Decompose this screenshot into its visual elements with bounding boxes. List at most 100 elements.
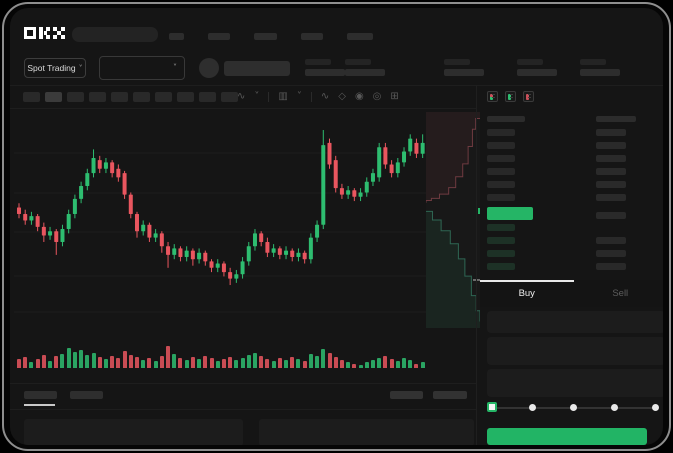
ask-price-placeholder[interactable]	[487, 168, 515, 175]
book-sell-icon[interactable]	[523, 91, 534, 102]
fullscreen-icon[interactable]: ⊞	[390, 91, 399, 102]
bid-price-placeholder[interactable]	[487, 224, 515, 231]
timeframe-tab[interactable]	[133, 92, 150, 102]
pair-selector-dropdown[interactable]: ˅	[99, 56, 185, 80]
slider-stop[interactable]	[610, 404, 618, 411]
timeframe-tab[interactable]	[177, 92, 194, 102]
bid-size-placeholder[interactable]	[596, 263, 626, 270]
stat-label-placeholder	[580, 59, 606, 65]
volume-bar	[215, 361, 220, 368]
timeframe-tab[interactable]	[89, 92, 106, 102]
ask-size-placeholder[interactable]	[596, 142, 626, 149]
order-price-field[interactable]	[487, 311, 663, 333]
divider	[10, 108, 476, 109]
stat-value-placeholder	[580, 69, 620, 76]
volume-bar	[35, 359, 40, 368]
order-total-field[interactable]	[487, 369, 663, 397]
ask-price-placeholder[interactable]	[487, 155, 515, 162]
settings-icon[interactable]: ◎	[372, 91, 382, 102]
buy-submit-button[interactable]	[487, 428, 647, 445]
bid-price-placeholder[interactable]	[487, 263, 515, 270]
orders-tab[interactable]	[24, 391, 57, 399]
volume-bar	[352, 364, 357, 368]
book-buy-icon[interactable]	[505, 91, 516, 102]
market-type-selector[interactable]: Spot Trading ˅	[24, 58, 86, 78]
bid-size-placeholder[interactable]	[596, 237, 626, 244]
timeframe-tab[interactable]	[111, 92, 128, 102]
ask-price-placeholder[interactable]	[487, 181, 515, 188]
tab-sell[interactable]: Sell	[612, 288, 629, 299]
slider-handle[interactable]	[487, 402, 497, 412]
volume-bar	[321, 349, 326, 368]
stat-label-placeholder	[305, 59, 331, 65]
ask-size-placeholder[interactable]	[596, 194, 626, 201]
volume-bar	[72, 352, 77, 368]
camera-icon[interactable]: ◉	[354, 91, 364, 102]
ask-size-placeholder[interactable]	[596, 129, 626, 136]
nav-item[interactable]	[208, 33, 230, 40]
view-mark	[526, 94, 529, 100]
nav-item[interactable]	[254, 33, 277, 40]
slider-stop[interactable]	[570, 404, 577, 411]
slider-stop[interactable]	[529, 404, 537, 411]
ask-size-placeholder[interactable]	[596, 168, 626, 175]
ticker-stat	[444, 59, 484, 76]
volume-bar	[420, 362, 425, 368]
tab-buy[interactable]: Buy	[480, 280, 574, 307]
volume-bar	[339, 360, 344, 368]
ticker-stat	[517, 59, 557, 76]
chevron-down-icon[interactable]: ˅	[296, 91, 302, 102]
volume-bar	[327, 353, 332, 368]
depth-chart	[425, 112, 481, 328]
timeframe-tab[interactable]	[45, 92, 62, 102]
nav-item[interactable]	[169, 33, 184, 40]
timeframe-tab[interactable]	[23, 92, 40, 102]
ask-size-placeholder[interactable]	[596, 212, 626, 219]
volume-bar	[395, 361, 400, 368]
volume-bar	[246, 355, 251, 368]
amount-slider[interactable]	[487, 401, 660, 415]
top-nav-items	[169, 33, 373, 40]
volume-bar	[122, 351, 127, 368]
slider-stop[interactable]	[651, 404, 659, 411]
history-tab[interactable]	[70, 391, 103, 399]
okx-logo[interactable]	[24, 26, 68, 39]
chart-toolbar-icons: ∿ ˅ ▥ ˅ ∿ ◇ ◉ ◎ ⊞	[237, 90, 399, 103]
nav-item[interactable]	[347, 33, 373, 40]
bottom-action-button[interactable]	[390, 391, 423, 399]
volume-bar	[184, 360, 189, 368]
volume-bar	[240, 358, 245, 368]
search-input[interactable]	[72, 27, 158, 42]
timeframe-tab[interactable]	[67, 92, 84, 102]
volume-bar	[23, 357, 28, 368]
ask-size-placeholder[interactable]	[596, 155, 626, 162]
order-amount-field[interactable]	[487, 337, 663, 365]
candlestick-chart[interactable]	[14, 108, 426, 330]
timeframe-tab[interactable]	[199, 92, 216, 102]
compare-icon[interactable]: ◇	[338, 91, 346, 102]
orderbook-header-amount[interactable]	[596, 116, 636, 122]
ask-price-placeholder[interactable]	[487, 129, 515, 136]
bid-price-placeholder[interactable]	[487, 237, 515, 244]
ask-size-placeholder[interactable]	[596, 181, 626, 188]
bid-size-placeholder[interactable]	[596, 250, 626, 257]
timeframe-tab[interactable]	[221, 92, 238, 102]
chevron-down-icon[interactable]: ˅	[254, 91, 260, 102]
last-price-highlight[interactable]	[487, 207, 533, 220]
indicator-icon[interactable]: ∿	[237, 91, 246, 102]
book-all-icon[interactable]	[487, 91, 498, 102]
last-price-placeholder	[224, 61, 290, 76]
volume-bar	[259, 356, 264, 368]
bid-price-placeholder[interactable]	[487, 250, 515, 257]
volume-bar	[265, 359, 270, 368]
orderbook-header-price[interactable]	[487, 116, 525, 122]
volume-bar	[79, 350, 84, 368]
ask-price-placeholder[interactable]	[487, 194, 515, 201]
nav-item[interactable]	[301, 33, 323, 40]
timeframe-tab[interactable]	[155, 92, 172, 102]
line-tool-icon[interactable]: ∿	[320, 91, 330, 102]
timeframe-tabs	[23, 92, 238, 102]
ask-price-placeholder[interactable]	[487, 142, 515, 149]
candle-style-icon[interactable]: ▥	[278, 91, 288, 102]
bottom-action-button[interactable]	[433, 391, 467, 399]
